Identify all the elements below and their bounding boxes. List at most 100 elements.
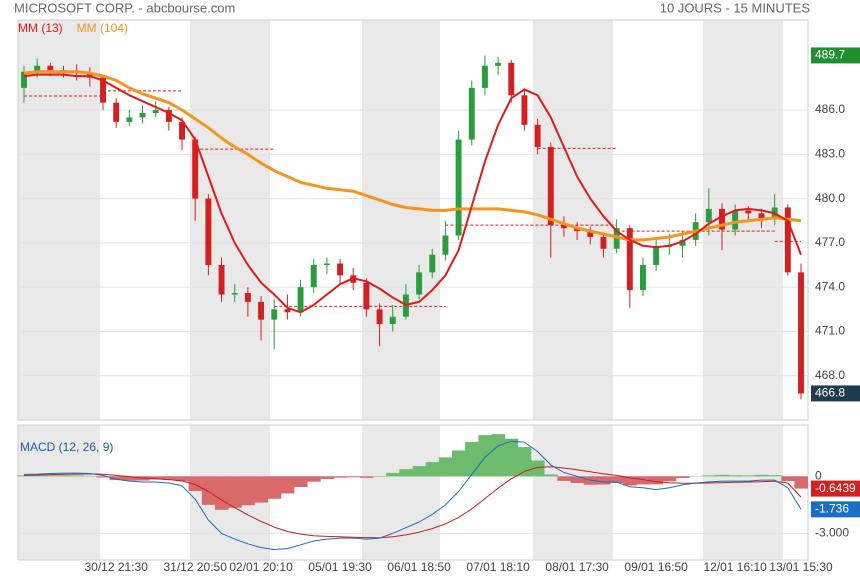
x-tick-label: 13/01 15:30 <box>769 560 833 574</box>
candle-body <box>310 265 317 288</box>
y-tick-label: 471.0 <box>815 324 845 338</box>
candle-body <box>587 231 594 237</box>
x-tick-label: 06/01 18:50 <box>387 560 451 574</box>
y-tick-label: 477.0 <box>815 235 845 249</box>
x-tick-label: 30/12 21:30 <box>84 560 148 574</box>
candle-body <box>231 293 238 295</box>
histogram-bar <box>149 476 163 480</box>
candle-body <box>192 139 199 199</box>
histogram-bar <box>781 476 795 482</box>
histogram-bar <box>570 476 585 483</box>
y-tick-label: 480.0 <box>815 191 845 205</box>
histogram-bar <box>544 474 558 477</box>
histogram-bar <box>254 476 269 503</box>
value-box-label: -1.736 <box>815 502 849 516</box>
candle-body <box>732 210 739 230</box>
histogram-bar <box>228 476 242 508</box>
histogram-bar <box>662 476 677 482</box>
shade <box>533 20 613 420</box>
histogram-bar <box>241 476 255 506</box>
candle-body <box>429 254 436 273</box>
candle-body <box>218 265 225 295</box>
histogram-bar <box>768 475 782 477</box>
macd-panel <box>17 424 809 561</box>
candle-body <box>258 301 265 320</box>
candle-body <box>205 198 212 266</box>
candle-body <box>126 117 133 122</box>
histogram-bar <box>122 476 137 481</box>
candle-body <box>784 207 791 273</box>
histogram-bar <box>425 462 440 477</box>
histogram-bar <box>491 434 506 477</box>
histogram-bar <box>201 476 216 505</box>
candle-body <box>758 213 765 220</box>
histogram-bar <box>320 476 334 479</box>
candle-body <box>416 272 423 295</box>
candle-body <box>389 316 396 325</box>
histogram-bar <box>333 476 348 478</box>
candle-body <box>745 210 752 214</box>
candle-body <box>284 309 291 313</box>
shade <box>362 20 440 420</box>
candle-body <box>679 239 686 246</box>
histogram-bar <box>293 476 308 487</box>
price-panel <box>17 19 809 421</box>
candle-body <box>547 146 554 226</box>
histogram-bar <box>438 457 453 477</box>
chart-title: MICROSOFT CORP. - abcbourse.com <box>14 0 235 15</box>
candle-body <box>139 112 146 118</box>
candle-body <box>455 139 462 236</box>
histogram-bar <box>70 475 84 477</box>
histogram-bar <box>741 475 756 477</box>
candle-body <box>534 124 541 147</box>
histogram-bar <box>214 476 229 510</box>
candle-body <box>626 228 633 291</box>
shade <box>18 425 100 560</box>
histogram-bar <box>728 475 743 477</box>
histogram-bar <box>56 475 71 477</box>
candle-body <box>152 110 159 113</box>
shade <box>190 20 270 420</box>
signal-line <box>23 466 802 539</box>
candle-body <box>640 265 646 291</box>
candle-body <box>376 309 383 325</box>
histogram-bar <box>135 476 150 481</box>
macd-line <box>23 440 802 550</box>
shade <box>18 20 100 420</box>
legend-entry: MM (104) <box>77 21 128 35</box>
histogram-bar <box>675 476 690 479</box>
histogram-bar <box>162 476 176 480</box>
candle-body <box>653 245 660 266</box>
histogram-bar <box>188 476 203 491</box>
x-tick-label: 02/01 20:10 <box>229 560 293 574</box>
candle-body <box>798 272 804 394</box>
histogram-bar <box>175 476 190 482</box>
candle-body <box>481 65 488 88</box>
y-tick-label: 486.0 <box>815 102 845 116</box>
macd-title: MACD (12, 26, 9) <box>20 440 113 454</box>
histogram-bar <box>307 476 321 482</box>
value-box <box>811 501 860 518</box>
histogram-bar <box>452 450 466 477</box>
moving-average <box>23 73 802 314</box>
histogram-bar <box>386 472 400 477</box>
candle-body <box>113 102 120 122</box>
value-box <box>811 480 860 497</box>
candle-body <box>508 62 515 96</box>
candle-body <box>442 235 449 255</box>
y-tick-label: 474.0 <box>815 279 845 293</box>
legend-entry: MM (13) <box>18 21 63 35</box>
candle-body <box>21 71 27 88</box>
histogram-bar <box>359 476 374 478</box>
x-tick-label: 09/01 16:50 <box>624 560 688 574</box>
histogram-bar <box>504 438 519 477</box>
x-tick-label: 31/12 20:50 <box>164 560 228 574</box>
value-box-label: 466.8 <box>815 386 845 400</box>
histogram-bar <box>96 476 111 478</box>
histogram-bar <box>267 476 282 499</box>
value-box <box>811 47 860 64</box>
histogram-bar <box>465 441 479 477</box>
candle-body <box>244 293 251 302</box>
candle-body <box>560 225 567 229</box>
